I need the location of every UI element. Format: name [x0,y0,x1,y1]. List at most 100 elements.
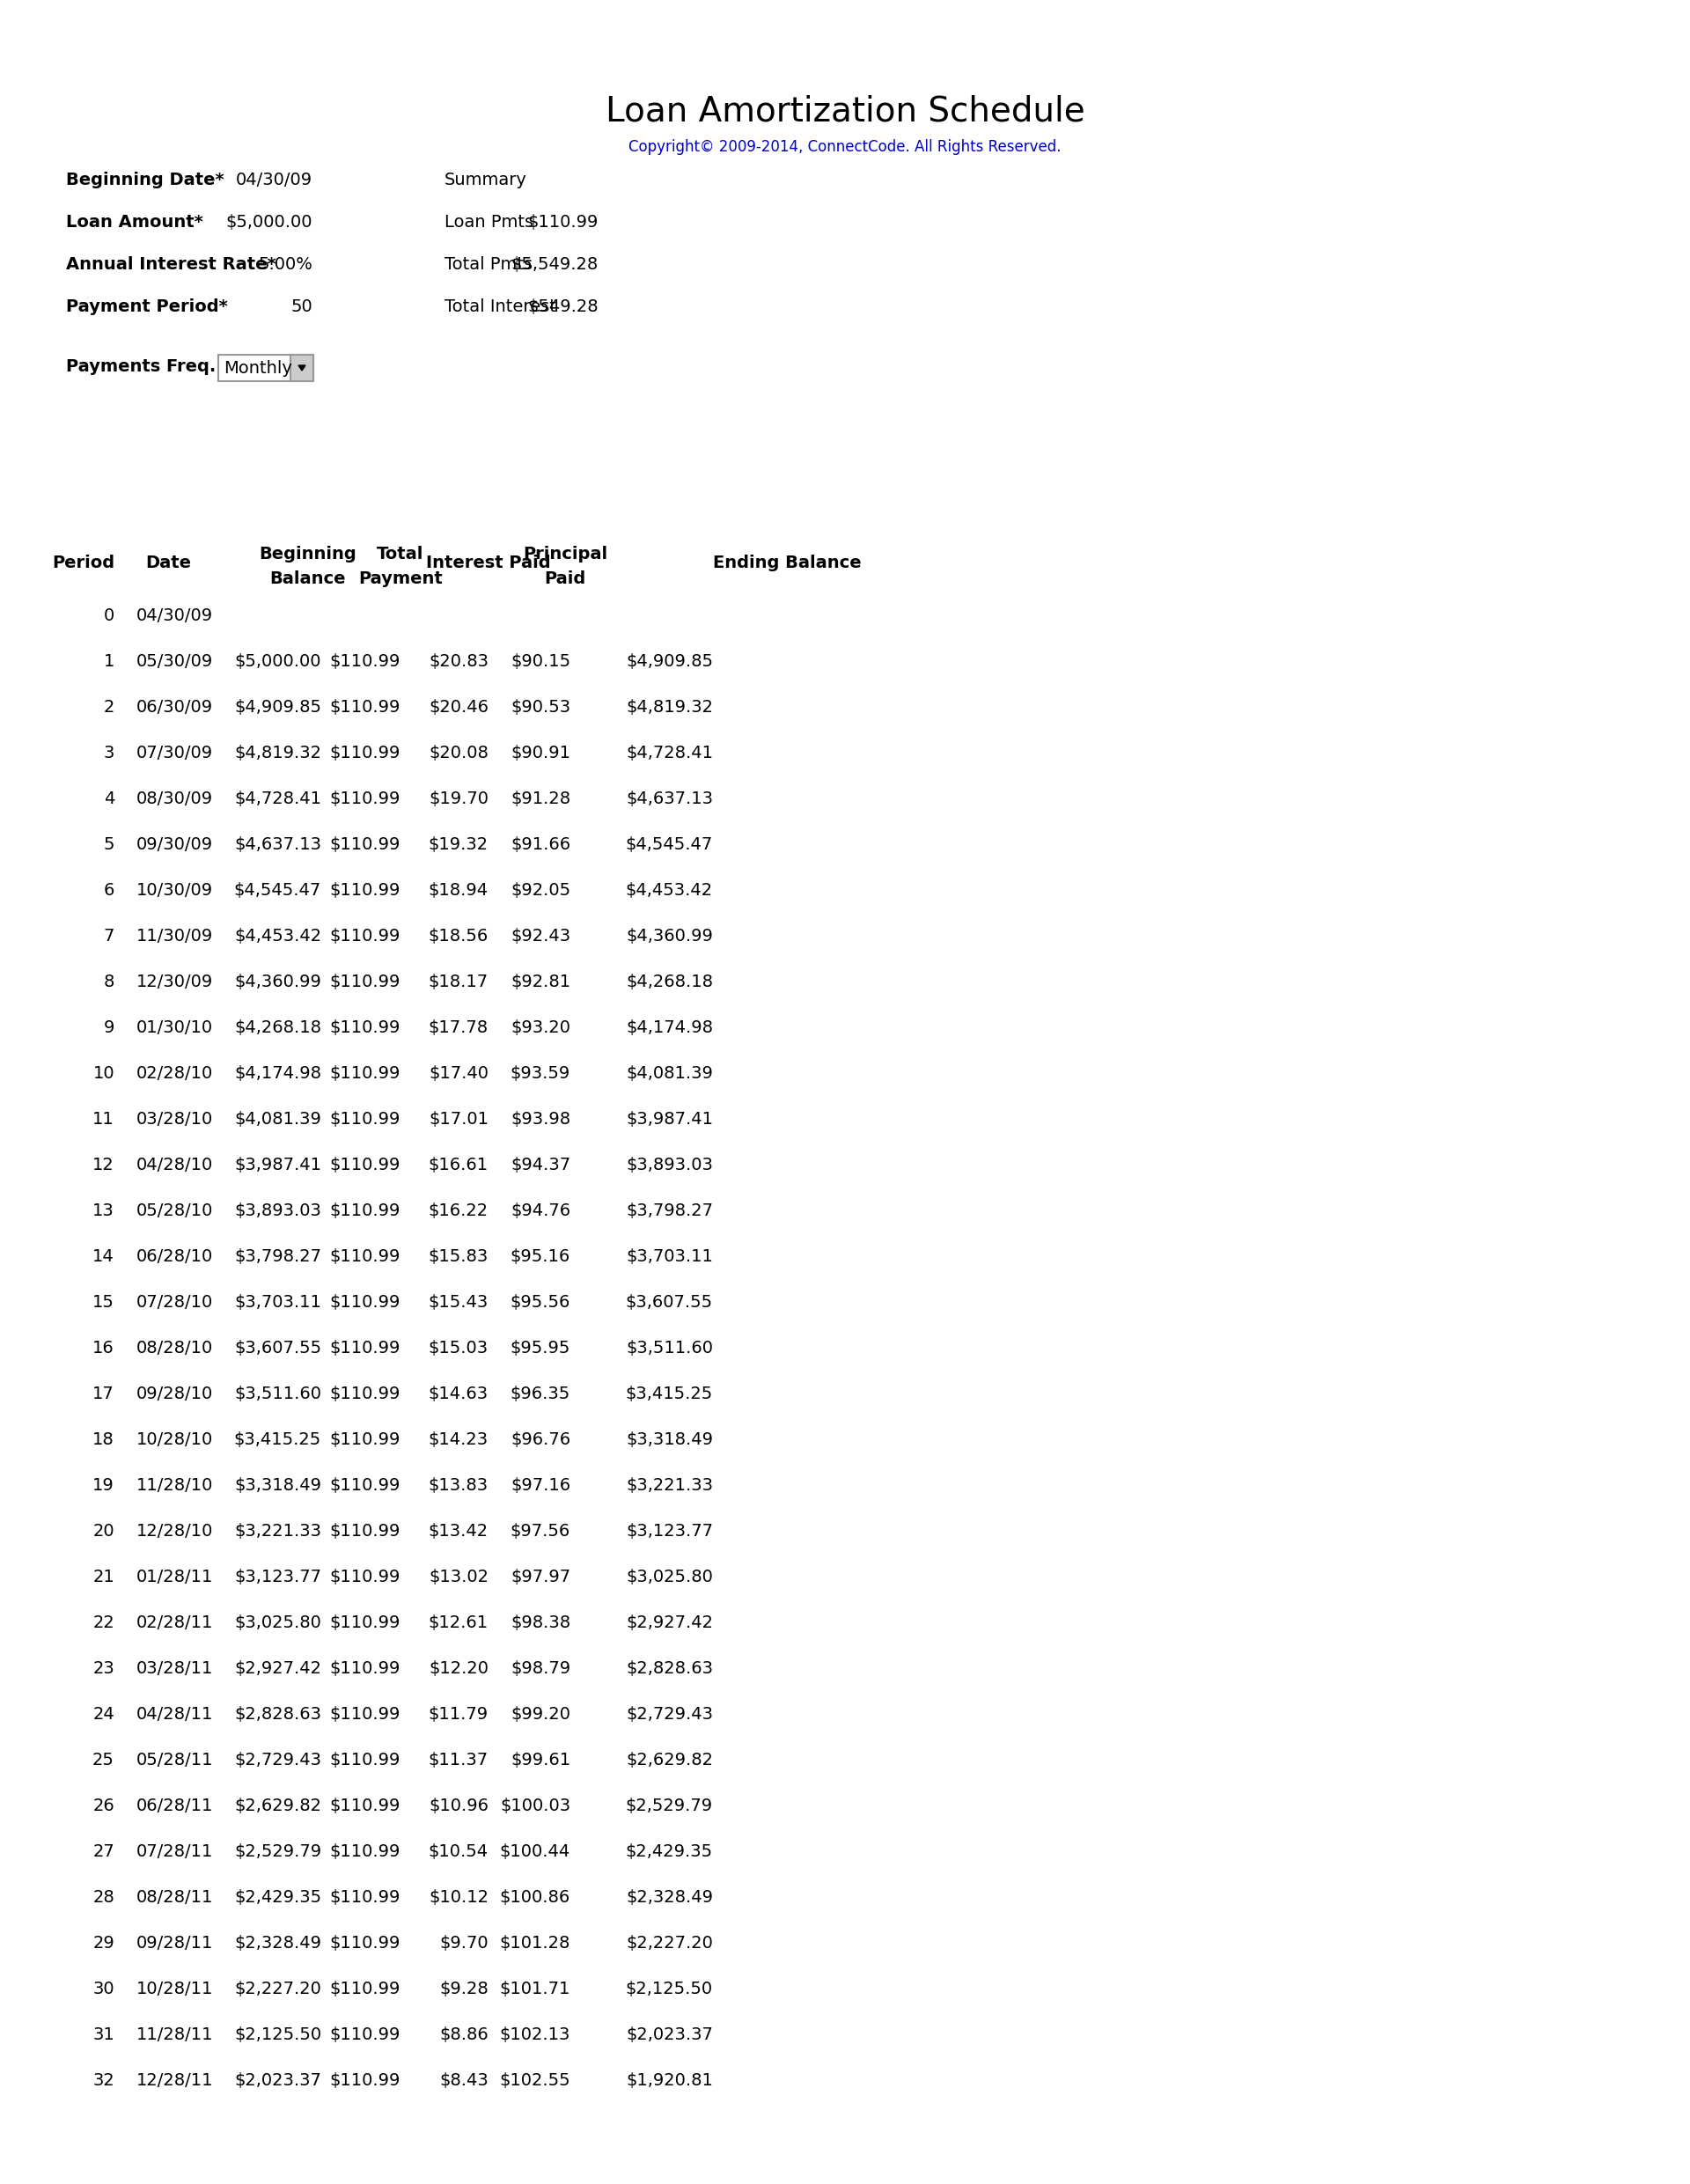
Text: $2,529.79: $2,529.79 [233,1843,321,1861]
Text: $110.99: $110.99 [330,653,401,670]
Text: 04/30/09: 04/30/09 [137,607,213,625]
Text: 11/30/09: 11/30/09 [137,928,213,943]
Text: $96.35: $96.35 [510,1385,571,1402]
Text: $3,987.41: $3,987.41 [625,1112,713,1127]
Text: $2,023.37: $2,023.37 [625,2027,713,2044]
Text: $3,511.60: $3,511.60 [625,1339,713,1356]
Text: $3,318.49: $3,318.49 [235,1476,321,1494]
Text: 10: 10 [93,1066,115,1081]
Text: $2,227.20: $2,227.20 [625,1935,713,1952]
Text: $16.22: $16.22 [429,1203,488,1219]
Text: 10/28/11: 10/28/11 [137,1981,213,1998]
Text: $110.99: $110.99 [330,1249,401,1265]
Text: $101.71: $101.71 [500,1981,571,1998]
Text: $2,328.49: $2,328.49 [235,1935,321,1952]
Text: $20.08: $20.08 [429,745,488,762]
Text: $14.63: $14.63 [429,1385,488,1402]
Text: $3,415.25: $3,415.25 [625,1385,713,1402]
Text: $110.99: $110.99 [330,928,401,943]
Text: $3,703.11: $3,703.11 [625,1249,713,1265]
Text: $2,629.82: $2,629.82 [235,1797,321,1815]
Text: 10/28/10: 10/28/10 [137,1431,213,1448]
Text: $110.99: $110.99 [330,745,401,762]
Text: $4,174.98: $4,174.98 [235,1066,321,1081]
Text: $100.44: $100.44 [500,1843,571,1861]
Text: $4,081.39: $4,081.39 [235,1112,321,1127]
Text: 6: 6 [103,882,115,900]
Text: Payment Period*: Payment Period* [66,299,228,314]
Text: $4,268.18: $4,268.18 [235,1020,321,1035]
Text: 06/28/11: 06/28/11 [137,1797,213,1815]
Text: 04/28/10: 04/28/10 [137,1158,213,1173]
Text: $11.37: $11.37 [429,1752,488,1769]
Text: $2,429.35: $2,429.35 [625,1843,713,1861]
Text: $92.81: $92.81 [510,974,571,989]
Text: 05/28/10: 05/28/10 [137,1203,213,1219]
Text: $4,545.47: $4,545.47 [625,836,713,854]
Text: 13: 13 [93,1203,115,1219]
Text: $19.32: $19.32 [429,836,488,854]
Text: Summary: Summary [444,173,527,188]
Text: $3,415.25: $3,415.25 [233,1431,321,1448]
Text: $11.79: $11.79 [429,1706,488,1723]
Text: $110.99: $110.99 [330,791,401,808]
Text: $2,629.82: $2,629.82 [625,1752,713,1769]
Text: $101.28: $101.28 [500,1935,571,1952]
Bar [218,354,313,382]
Text: $1,920.81: $1,920.81 [625,2073,713,2088]
Text: $2,023.37: $2,023.37 [235,2073,321,2088]
Text: Monthly: Monthly [223,360,292,378]
Text: 20: 20 [93,1522,115,1540]
Text: $110.99: $110.99 [330,1614,401,1631]
Text: $110.99: $110.99 [330,974,401,989]
Text: 5: 5 [103,836,115,854]
Text: $110.99: $110.99 [330,1295,401,1310]
Text: $2,429.35: $2,429.35 [233,1889,321,1907]
Text: $102.13: $102.13 [500,2027,571,2044]
Text: 4: 4 [103,791,115,808]
Text: $110.99: $110.99 [330,1522,401,1540]
Text: 27: 27 [93,1843,115,1861]
Text: 07/28/10: 07/28/10 [137,1295,213,1310]
Text: Copyright© 2009-2014, ConnectCode. All Rights Reserved.: Copyright© 2009-2014, ConnectCode. All R… [629,140,1061,155]
Text: $3,025.80: $3,025.80 [625,1568,713,1586]
Text: $20.46: $20.46 [429,699,488,716]
Text: 03/28/11: 03/28/11 [137,1660,213,1677]
Text: $98.79: $98.79 [510,1660,571,1677]
Text: $17.78: $17.78 [429,1020,488,1035]
Text: $2,927.42: $2,927.42 [625,1614,713,1631]
Text: 25: 25 [93,1752,115,1769]
Text: $3,123.77: $3,123.77 [235,1568,321,1586]
Text: $2,529.79: $2,529.79 [625,1797,713,1815]
Text: 04/30/09: 04/30/09 [237,173,313,188]
Text: 2: 2 [103,699,115,716]
Text: $8.43: $8.43 [439,2073,488,2088]
Text: 31: 31 [93,2027,115,2044]
Text: $5,000.00: $5,000.00 [226,214,313,232]
Text: $14.23: $14.23 [429,1431,488,1448]
Text: 19: 19 [93,1476,115,1494]
Text: 08/28/10: 08/28/10 [137,1339,213,1356]
Text: 50: 50 [291,299,313,314]
Text: Payment: Payment [358,570,443,587]
Text: $19.70: $19.70 [429,791,488,808]
Text: Ending Balance: Ending Balance [713,555,862,572]
Text: Loan Pmts: Loan Pmts [444,214,534,232]
Text: Beginning: Beginning [259,546,357,563]
Text: 8: 8 [103,974,115,989]
Text: $3,893.03: $3,893.03 [625,1158,713,1173]
Text: $110.99: $110.99 [330,1203,401,1219]
Text: 12/28/11: 12/28/11 [137,2073,213,2088]
Text: $110.99: $110.99 [330,1385,401,1402]
Text: $110.99: $110.99 [330,1339,401,1356]
Text: 26: 26 [93,1797,115,1815]
Text: 12/30/09: 12/30/09 [137,974,213,989]
Text: $92.05: $92.05 [510,882,571,900]
Text: $4,453.42: $4,453.42 [233,928,321,943]
Text: $97.97: $97.97 [510,1568,571,1586]
Text: 12/28/10: 12/28/10 [137,1522,213,1540]
Text: $110.99: $110.99 [330,1066,401,1081]
Text: $110.99: $110.99 [330,1797,401,1815]
Text: $3,511.60: $3,511.60 [235,1385,321,1402]
Text: $102.55: $102.55 [500,2073,571,2088]
